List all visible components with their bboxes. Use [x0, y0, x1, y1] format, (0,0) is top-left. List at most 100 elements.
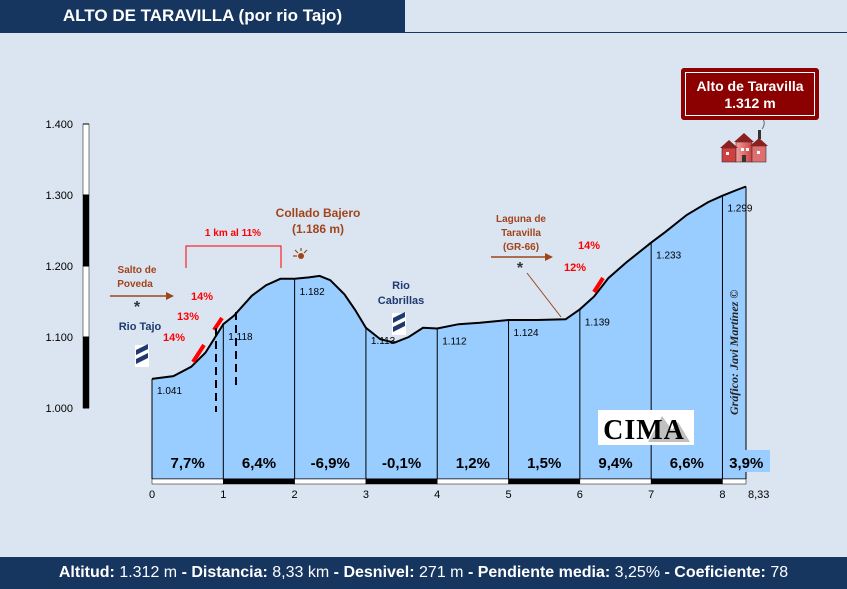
- grade-7: 6,6%: [670, 455, 704, 472]
- x-tick-2: 2: [292, 489, 298, 501]
- segment-grades: 7,7% 6,4% -6,9% -0,1% 1,2% 1,5% 9,4% 6,6% 3,9%: [171, 450, 770, 472]
- salto-label-2: Poveda: [117, 279, 153, 290]
- footer-stats: Altitud: 1.312 m - Distancia: 8,33 km - …: [0, 557, 847, 589]
- sep-4: -: [664, 564, 670, 581]
- salto-arrow-head: [166, 292, 174, 300]
- x-band-2: [294, 478, 367, 485]
- km-bracket: [185, 245, 282, 268]
- x-tick-3: 3: [363, 489, 369, 501]
- km-label-6: 1.139: [585, 317, 610, 328]
- grade-8: 3,9%: [729, 455, 763, 472]
- sep-1: -: [181, 564, 187, 581]
- x-axis-bands: [151, 478, 747, 485]
- elevation-chart: 1.000 1.100 1.200 1.300 1.400 1.041 1.118 1.18…: [45, 118, 770, 501]
- credit-text: Gráfico: Javi Martínez ©: [727, 290, 741, 415]
- laguna-arrow-head: [545, 253, 553, 261]
- grade-0: 7,7%: [171, 455, 205, 472]
- title-divider: [0, 32, 847, 33]
- sep-2: -: [333, 564, 339, 581]
- x-tick-9: 8,33: [748, 489, 769, 501]
- km-label-7: 1.233: [656, 251, 681, 262]
- y-tick-labels: 1.000 1.100 1.200 1.300 1.400: [45, 119, 89, 415]
- laguna-label-3: (GR-66): [503, 242, 539, 253]
- x-tick-8: 8: [719, 489, 725, 501]
- salto-label-1: Salto de: [118, 265, 157, 276]
- laguna-pointer: [526, 272, 562, 318]
- km-label-2: 1.182: [300, 287, 325, 298]
- x-tick-7: 7: [648, 489, 654, 501]
- village-icon: [720, 118, 768, 163]
- rio-tajo-label: Rio Tajo: [119, 321, 162, 333]
- y-band-2: [82, 194, 90, 267]
- km-label-4: 1.112: [442, 336, 467, 347]
- km-label-start: 1.041: [157, 386, 182, 397]
- collado-label-1: Collado Bajero: [276, 206, 361, 220]
- steep-mark-3: [592, 276, 605, 294]
- x-tick-0: 0: [149, 489, 155, 501]
- desnivel-label: Desnivel:: [343, 564, 415, 581]
- y-tick-4: 1.400: [45, 119, 73, 131]
- y-band-0: [82, 336, 90, 409]
- steep-mark-1: [191, 343, 206, 364]
- river-icon-tajo: [135, 344, 149, 367]
- altitud-label: Altitud:: [58, 564, 115, 581]
- grade-4: 1,2%: [456, 455, 490, 472]
- steep-label-1: 14%: [163, 332, 185, 344]
- x-band-6: [579, 478, 652, 485]
- steep-label-4: 14%: [578, 240, 600, 252]
- x-band-1: [223, 478, 295, 485]
- x-tick-labels: 0 1 2 3 4 5 6 7 8 8,33: [149, 489, 769, 501]
- summit-box: Alto de Taravilla 1.312 m: [681, 68, 819, 120]
- salto-star: *: [134, 299, 141, 316]
- km-label-5: 1.124: [514, 328, 539, 339]
- y-band-3: [82, 123, 90, 196]
- pass-icon: [293, 248, 308, 259]
- profile-area: [152, 186, 746, 479]
- laguna-label-1: Laguna de: [496, 214, 546, 225]
- x-tick-4: 4: [434, 489, 440, 501]
- rio-cabrillas-label-1: Rio: [392, 280, 410, 292]
- steep-label-5: 12%: [564, 262, 586, 274]
- km-label-3: 1.113: [371, 336, 396, 347]
- y-tick-1: 1.100: [45, 332, 73, 344]
- laguna-label-2: Taravilla: [501, 228, 541, 239]
- distancia-value: 8,33 km: [272, 564, 330, 581]
- x-band-3: [365, 478, 438, 485]
- y-tick-0: 1.000: [45, 403, 73, 415]
- x-band-5: [508, 478, 581, 485]
- x-band-7: [650, 478, 723, 485]
- altitud-value: 1.312 m: [119, 564, 178, 581]
- x-band-8: [722, 478, 747, 485]
- coef-label: Coeficiente:: [674, 564, 766, 581]
- river-icon-cabrillas: [392, 312, 406, 335]
- grade-bg-last: [724, 450, 770, 472]
- profile-line: [151, 185, 747, 380]
- distancia-label: Distancia:: [191, 564, 268, 581]
- x-band-4: [436, 478, 509, 485]
- steep-label-3: 14%: [191, 291, 213, 303]
- km-label-1: 1.118: [228, 332, 253, 343]
- desnivel-value: 271 m: [419, 564, 464, 581]
- svg-text:CIMA: CIMA: [603, 415, 685, 446]
- y-band-1: [82, 265, 90, 338]
- page-title: ALTO DE TARAVILLA (por rio Tajo): [0, 0, 405, 32]
- grade-5: 1,5%: [527, 455, 561, 472]
- y-tick-3: 1.300: [45, 190, 73, 202]
- pendiente-value: 3,25%: [614, 564, 661, 581]
- grade-1: 6,4%: [242, 455, 276, 472]
- cima-logo: CIMA: [598, 410, 694, 446]
- rio-cabrillas-label-2: Cabrillas: [378, 295, 424, 307]
- steep-label-2: 13%: [177, 311, 199, 323]
- x-tick-5: 5: [505, 489, 511, 501]
- laguna-star: *: [517, 260, 524, 277]
- x-tick-1: 1: [220, 489, 226, 501]
- sep-3: -: [467, 564, 474, 581]
- km-label-8: 1.299: [727, 204, 752, 215]
- grade-2: -6,9%: [311, 455, 350, 472]
- y-tick-2: 1.200: [45, 261, 73, 273]
- x-band-0: [151, 478, 224, 485]
- grade-3: -0,1%: [382, 455, 421, 472]
- km-bracket-label: 1 km al 11%: [205, 228, 261, 239]
- summit-name: Alto de Taravilla: [696, 78, 804, 94]
